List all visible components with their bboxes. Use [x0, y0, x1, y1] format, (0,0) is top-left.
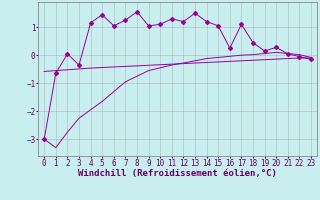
X-axis label: Windchill (Refroidissement éolien,°C): Windchill (Refroidissement éolien,°C) [78, 169, 277, 178]
